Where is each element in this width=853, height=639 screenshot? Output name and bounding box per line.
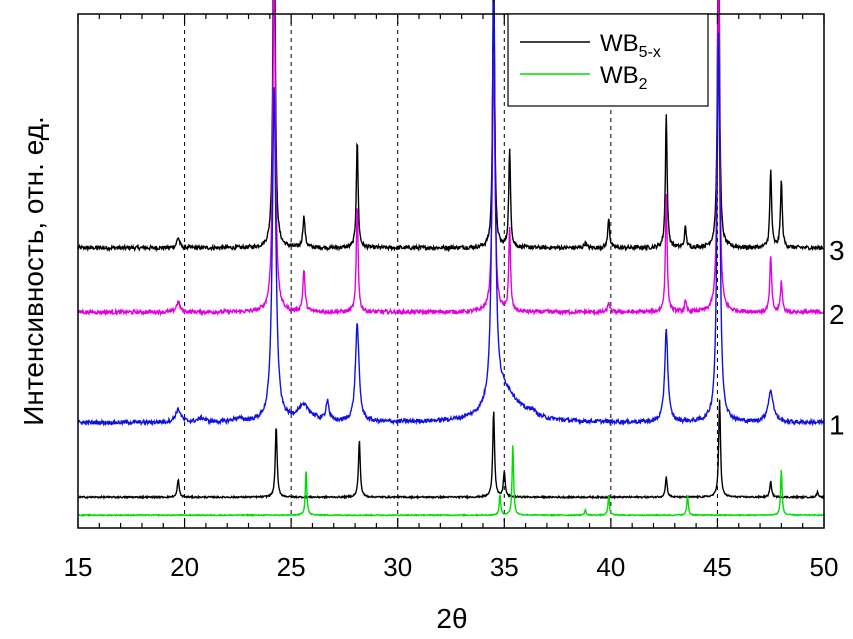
series-layer xyxy=(77,0,825,518)
x-tick-label-25: 25 xyxy=(277,552,306,582)
x-tick-label-45: 45 xyxy=(703,552,732,582)
legend-label-base: WB xyxy=(600,62,639,89)
legend-box xyxy=(507,13,709,107)
curve-label-2: 2 xyxy=(829,299,845,330)
curve-labels: 3 2 1 xyxy=(829,235,845,441)
series-line-3 xyxy=(77,399,825,501)
x-tick-label-20: 20 xyxy=(170,552,199,582)
legend-label-0: WB5-x xyxy=(600,30,661,61)
series-line-0 xyxy=(77,0,825,253)
x-tick-label-15: 15 xyxy=(64,552,93,582)
axis-ticks: 15 20 25 30 35 40 45 50 xyxy=(64,14,839,582)
series-line-4 xyxy=(77,445,825,518)
plot-frame xyxy=(77,13,825,529)
y-axis-title: Интенсивность, отн. ед. xyxy=(18,116,49,426)
x-tick-label-35: 35 xyxy=(490,552,519,582)
legend-label-base: WB xyxy=(600,30,639,57)
legend-label-1: WB2 xyxy=(600,62,648,93)
curve-label-3: 3 xyxy=(829,235,845,266)
x-axis-title: 2θ xyxy=(436,603,467,634)
legend-label-subscript: 2 xyxy=(639,76,648,93)
curve-label-1: 1 xyxy=(829,410,845,441)
x-tick-label-30: 30 xyxy=(383,552,412,582)
x-tick-label-40: 40 xyxy=(596,552,625,582)
legend-label-subscript: 5-x xyxy=(639,44,661,61)
series-line-2 xyxy=(77,1,825,427)
grid-lines xyxy=(184,14,718,528)
x-tick-label-50: 50 xyxy=(810,552,839,582)
series-line-1 xyxy=(77,0,825,317)
